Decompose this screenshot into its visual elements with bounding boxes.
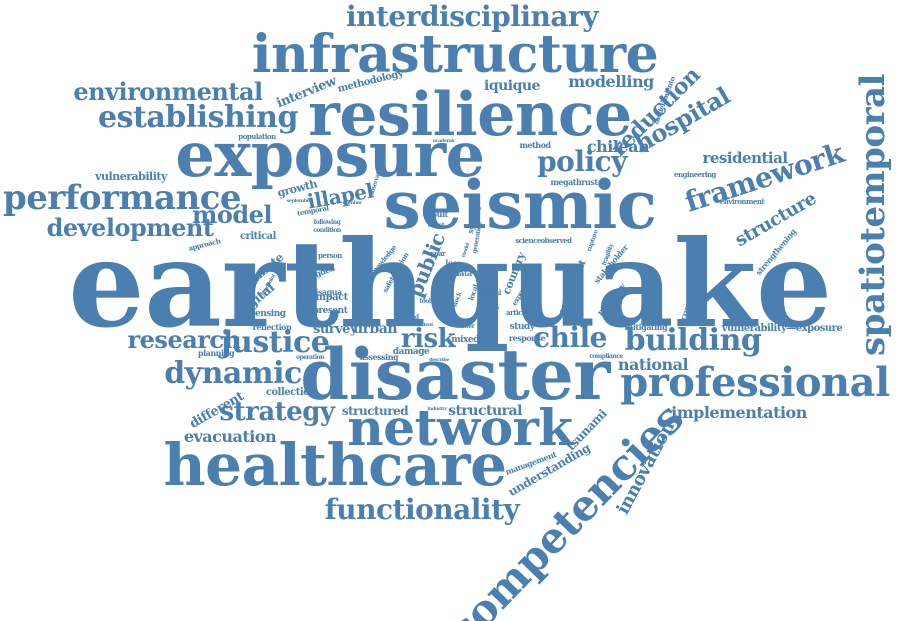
word-professional: professional xyxy=(620,359,890,406)
word-result: result xyxy=(424,209,448,219)
word-model: model xyxy=(191,200,273,229)
word-exposure: exposure xyxy=(175,118,485,191)
word-risk: risk xyxy=(400,324,456,354)
word-article: article xyxy=(506,307,529,317)
word-critical: critical xyxy=(240,231,276,242)
word-national: national xyxy=(617,355,689,374)
word-condition: condition xyxy=(313,227,341,234)
word-content: content xyxy=(415,321,433,328)
word-compliance: compliance xyxy=(589,353,623,360)
word-pisagua: pisagua xyxy=(310,287,342,297)
word-vulnerability-exposure: vulnerability—exposure xyxy=(721,323,843,334)
word-damage: damage xyxy=(392,346,430,357)
word-disaster: disaster xyxy=(300,333,610,416)
word-tool: tool xyxy=(419,298,431,305)
word-iquique: iquique xyxy=(484,78,540,94)
word-engineering: engineering xyxy=(674,169,716,179)
word-response: response xyxy=(508,333,546,343)
word-environment: environment xyxy=(719,196,765,206)
word-center: center xyxy=(455,323,475,330)
word-strategy: strategy xyxy=(219,397,335,427)
word-city: city xyxy=(482,270,496,280)
word-seismic: seismic xyxy=(383,166,657,244)
word-academic: academic xyxy=(432,137,456,144)
word-residential: residential xyxy=(702,148,788,167)
word-evacuation: evacuation xyxy=(183,427,277,446)
word-mixed: mixed xyxy=(451,334,479,345)
word-survey: survey xyxy=(313,321,358,337)
word-development: development xyxy=(46,213,214,242)
word-functionality: functionality xyxy=(324,493,520,526)
word-loss: loss xyxy=(445,258,461,268)
word-operation: operation xyxy=(296,354,324,361)
word-performance: performance xyxy=(2,178,242,218)
word-present: present xyxy=(312,305,348,316)
word-reflection: reflection xyxy=(252,322,292,332)
word-sensing: sensing xyxy=(250,308,286,319)
word-healthcare: healthcare xyxy=(163,431,508,499)
word-science: science xyxy=(515,235,541,245)
word-earthquake: earthquake xyxy=(68,214,832,355)
word-megathrust: megathrust xyxy=(550,177,598,187)
word-environmental: environmental xyxy=(73,77,263,106)
word-research: research xyxy=(127,325,241,354)
word-dynamic: dynamic xyxy=(164,356,302,391)
word-urban: urban xyxy=(352,321,398,337)
word-building: building xyxy=(624,323,762,358)
word-interdisciplinary: interdisciplinary xyxy=(345,0,599,33)
word-losses: losses xyxy=(481,304,499,311)
word-industry: industry xyxy=(427,405,447,412)
word-establishing: establishing xyxy=(98,100,298,135)
word-infrastructure: infrastructure xyxy=(251,24,659,85)
word-collection: collection xyxy=(265,387,317,398)
word-justice: justice xyxy=(220,325,330,360)
word-policy: policy xyxy=(537,145,627,178)
word-structured: structured xyxy=(341,404,409,418)
word-structural: structural xyxy=(448,403,522,419)
word-following: following xyxy=(313,219,341,226)
word-social: social xyxy=(481,287,501,297)
word-number: number xyxy=(342,199,362,206)
word-modelling: modelling xyxy=(568,72,654,91)
word-implementation: implementation xyxy=(671,403,807,422)
word-impact: impact xyxy=(312,292,348,303)
word-population: population xyxy=(238,131,276,141)
word-road: road xyxy=(405,314,419,321)
word-spatiotemporal: spatiotemporal xyxy=(853,74,893,356)
word-chile: chile xyxy=(533,321,608,354)
word-vulnerability: vulnerability xyxy=(95,169,167,183)
word-chilean: chilean xyxy=(586,137,650,156)
word-network: network xyxy=(347,398,573,457)
word-assessing: assessing xyxy=(359,352,399,362)
word-person: person xyxy=(318,250,342,260)
word-effect: effect xyxy=(427,222,445,229)
word-study: study xyxy=(509,321,535,332)
word-data: data xyxy=(454,268,472,278)
word-observed: observed xyxy=(540,235,572,245)
word-method: method xyxy=(519,140,552,150)
word-resilience: resilience xyxy=(308,80,632,150)
word-september: september xyxy=(286,197,312,204)
word-planning: planning xyxy=(198,348,234,358)
word-mitigating: mitigating xyxy=(624,322,668,332)
word-describe: describe xyxy=(429,356,449,363)
word-year: year xyxy=(430,248,446,258)
